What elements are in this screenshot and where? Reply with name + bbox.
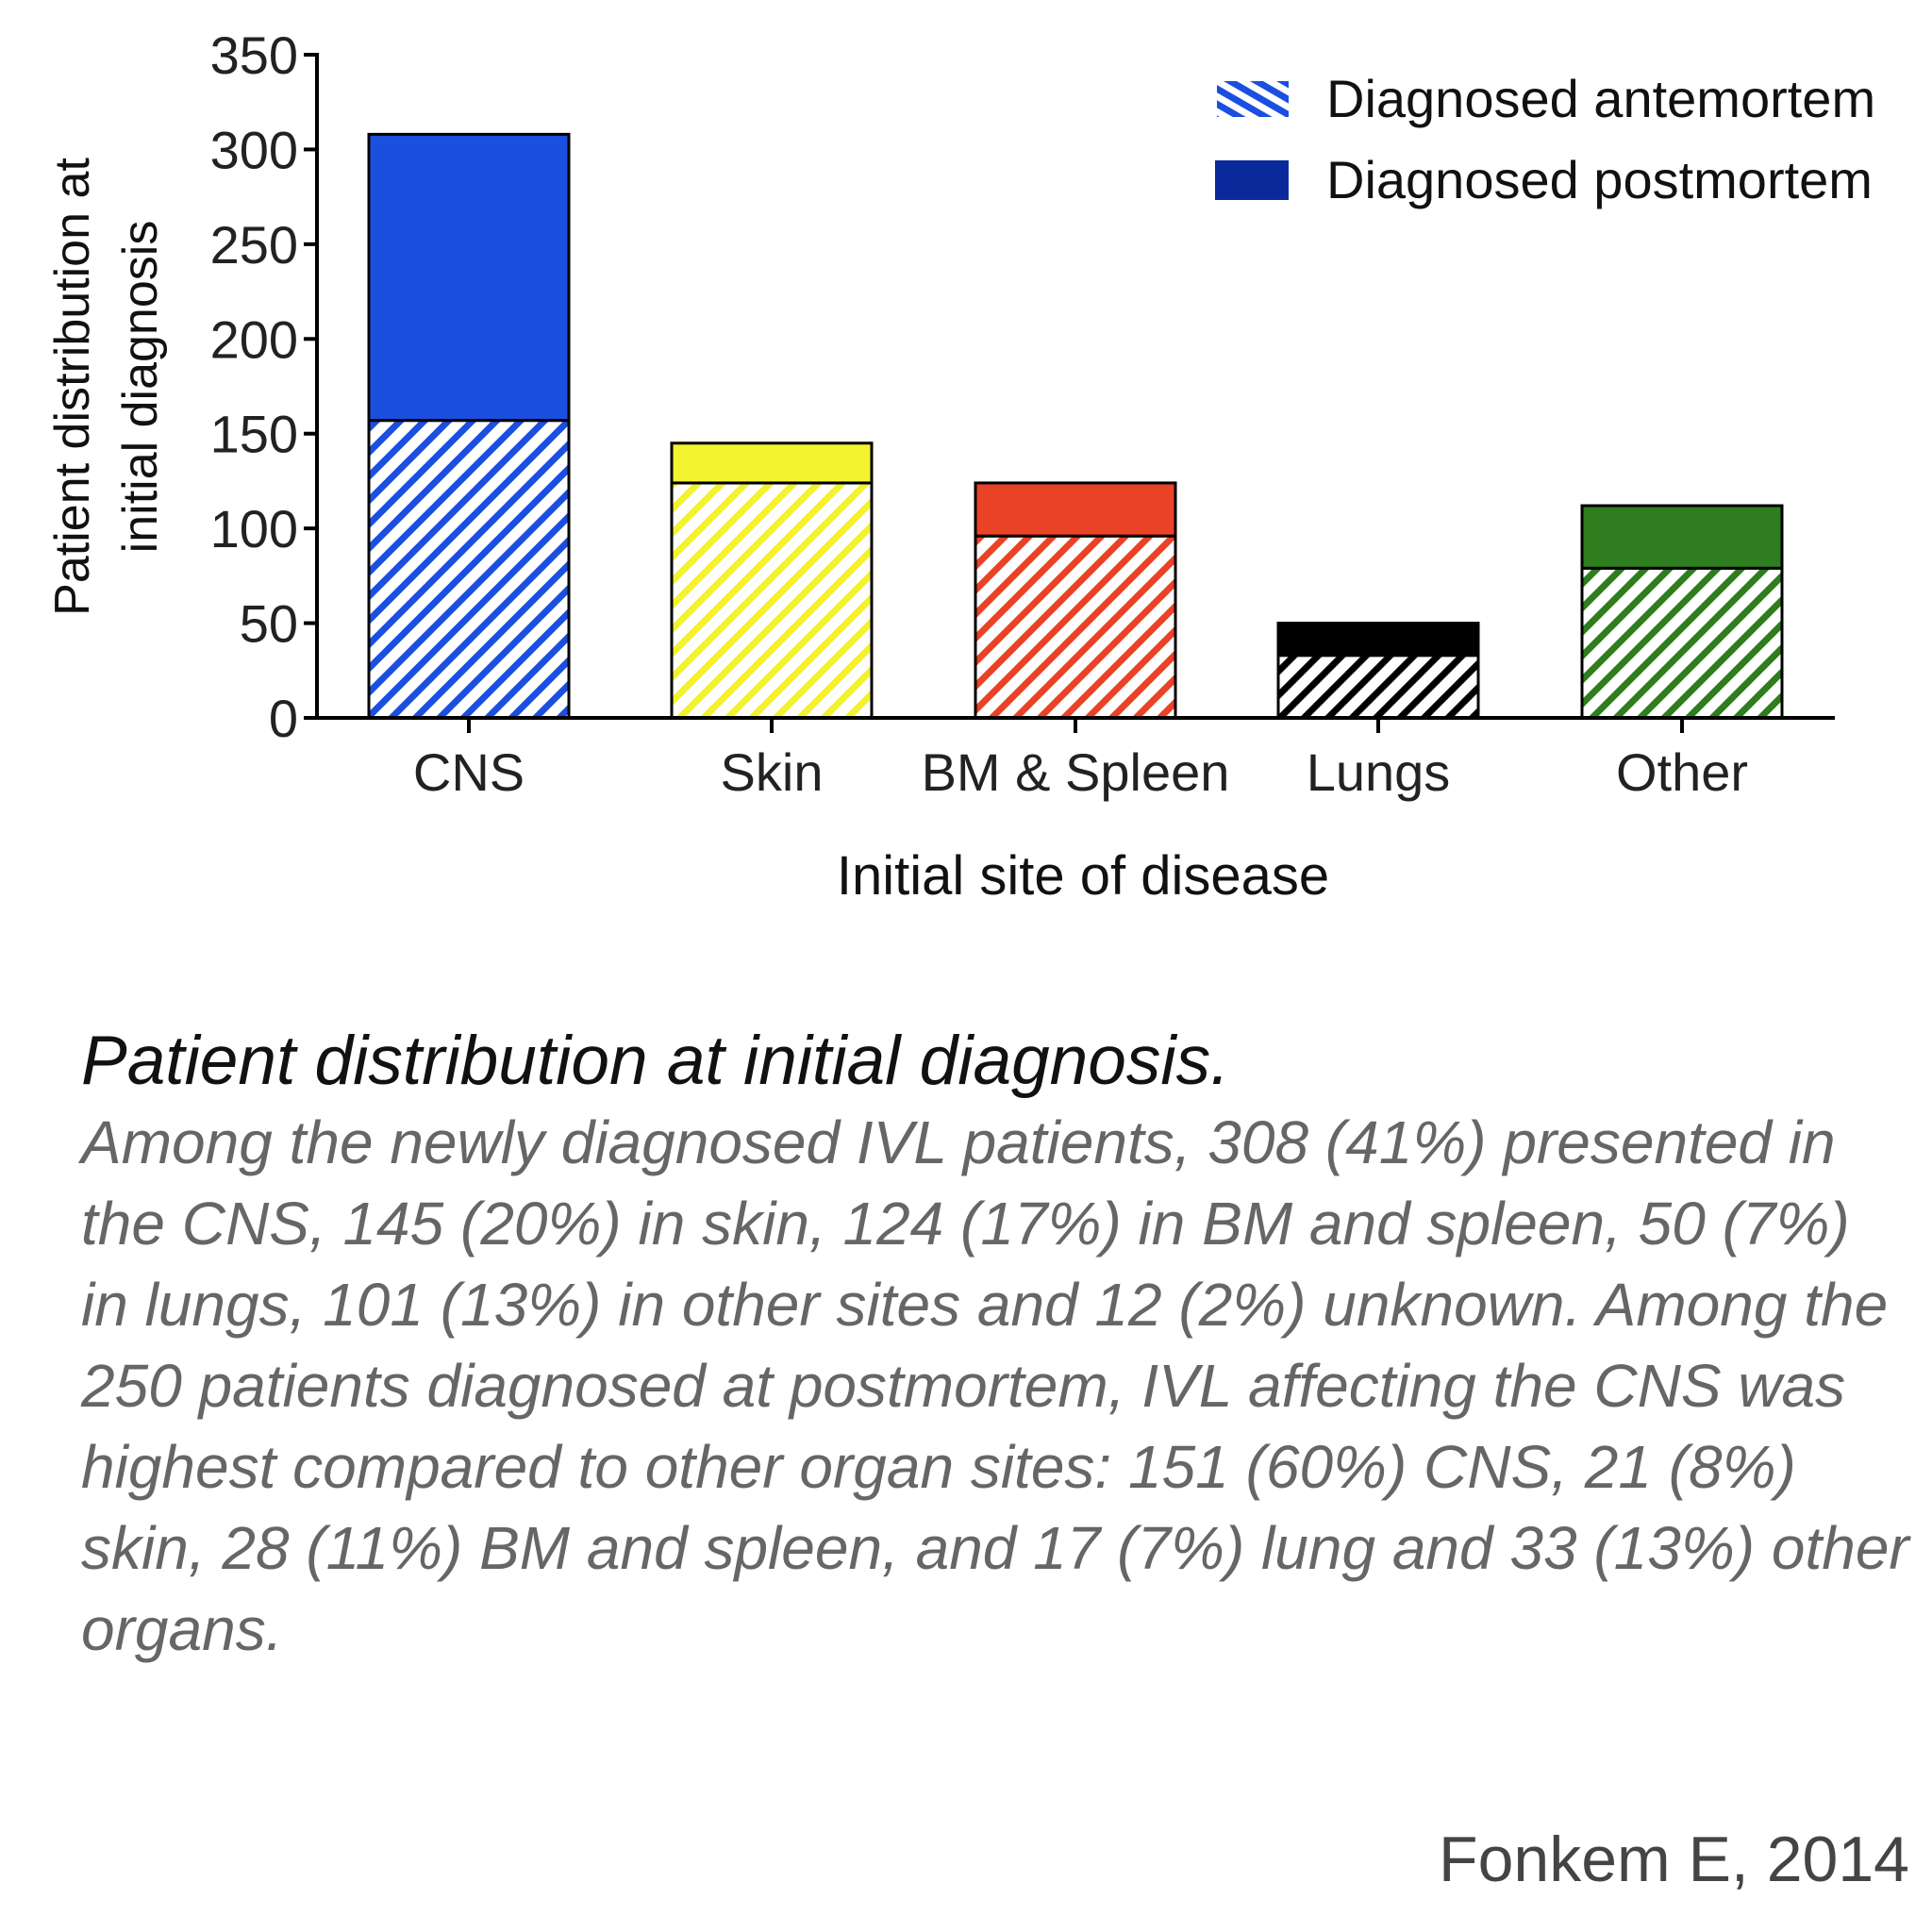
y-tick-label-0: 0 — [269, 689, 298, 748]
bar-antemortem-bm-and-spleen — [974, 534, 1177, 720]
y-tick-label-50: 50 — [240, 594, 298, 654]
bar-antemortem-lungs — [1276, 654, 1480, 720]
x-tick-label-other: Other — [1616, 742, 1748, 802]
legend-swatch-postmortem — [1215, 160, 1289, 200]
y-tick-label-200: 200 — [210, 309, 298, 369]
legend-label-antemortem: Diagnosed antemortem — [1326, 69, 1875, 128]
x-tick-label-lungs: Lungs — [1307, 742, 1451, 802]
bar-postmortem-lungs — [1276, 622, 1480, 658]
bar-postmortem-cns — [367, 132, 571, 423]
x-tick-label-bm-and-spleen: BM & Spleen — [922, 742, 1230, 802]
bar-postmortem-skin — [670, 441, 874, 485]
citation: Fonkem E, 2014 — [1439, 1824, 1909, 1895]
y-tick-label-350: 350 — [210, 25, 298, 85]
x-tick-label-skin: Skin — [721, 742, 824, 802]
y-tick-label-150: 150 — [210, 405, 298, 464]
stacked-bar-chart: 0 50 100 150 200 250 300 350 CNS Skin BM & Spleen L… — [45, 25, 1875, 907]
legend: Diagnosed antemortem Diagnosed postmortem — [1215, 69, 1875, 209]
bar-antemortem-cns — [367, 419, 571, 720]
bar-antemortem-skin — [670, 481, 874, 720]
x-tick-label-cns: CNS — [413, 742, 525, 802]
legend-label-postmortem: Diagnosed postmortem — [1326, 150, 1873, 209]
x-axis-label: Initial site of disease — [837, 845, 1329, 907]
bar-postmortem-other — [1580, 504, 1784, 570]
legend-swatch-antemortem — [1217, 81, 1289, 117]
y-axis-label-line-1: Patient distribution at — [45, 158, 100, 616]
caption-title: Patient distribution at initial diagnosi… — [81, 1023, 1230, 1099]
caption-body: Among the newly diagnosed IVL patients, … — [81, 1108, 1909, 1663]
figure-caption: Patient distribution at initial diagnosi… — [81, 1021, 1911, 1670]
y-tick-label-100: 100 — [210, 499, 298, 558]
y-tick-label-300: 300 — [210, 120, 298, 179]
y-tick-label-250: 250 — [210, 215, 298, 275]
bar-postmortem-bm-and-spleen — [974, 481, 1177, 538]
y-axis-label-line-2: initial diagnosis — [113, 221, 168, 554]
bar-antemortem-other — [1580, 566, 1784, 720]
plot-area: 0 50 100 150 200 250 300 350 CNS Skin BM & Spleen L… — [45, 25, 1835, 907]
